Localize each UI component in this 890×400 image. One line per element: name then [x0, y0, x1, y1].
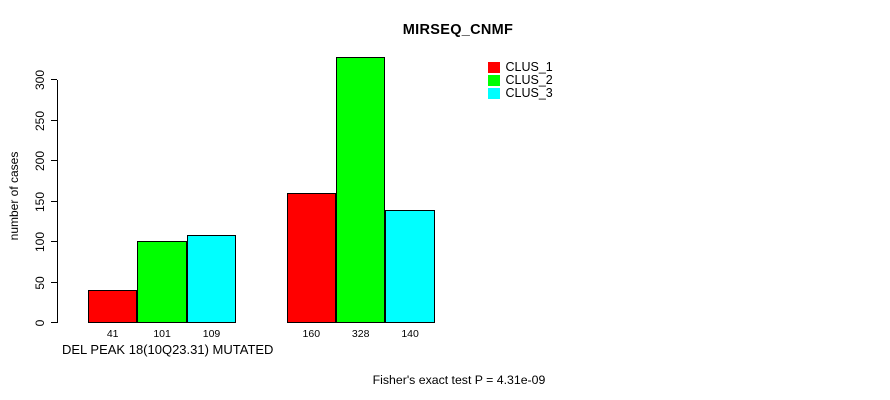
bar-clus_2-group1 — [137, 241, 187, 323]
legend-item-clus_2: CLUS_2 — [488, 74, 553, 87]
legend-label: CLUS_2 — [505, 73, 553, 87]
bar-clus_3-group1 — [186, 234, 237, 323]
y-axis-tick-label: 300 — [33, 69, 47, 91]
y-axis-tick-label: 100 — [33, 231, 47, 253]
bar-clus_2-group2 — [336, 57, 386, 323]
legend-label: CLUS_3 — [505, 86, 553, 100]
legend-color-swatch — [488, 74, 500, 87]
fisher-test-annotation: Fisher's exact test P = 4.31e-09 — [372, 373, 546, 387]
bar-value-label: 41 — [106, 328, 119, 340]
legend-label: CLUS_1 — [505, 60, 553, 74]
bar-value-label: 328 — [351, 328, 370, 340]
bar-value-label: 109 — [202, 328, 221, 340]
legend-item-clus_3: CLUS_3 — [488, 87, 553, 100]
x-axis-label: DEL PEAK 18(10Q23.31) MUTATED — [62, 342, 274, 357]
legend-color-swatch — [488, 61, 500, 74]
bar-clus_1-group1 — [88, 289, 138, 323]
bar-value-label: 101 — [153, 328, 171, 340]
bar-value-label: 140 — [401, 328, 419, 340]
bar-clus_3-group2 — [385, 209, 435, 323]
y-axis-tick — [51, 119, 57, 121]
y-axis-tick-label: 200 — [33, 150, 47, 172]
y-axis-tick — [51, 79, 57, 81]
y-axis-tick-label: 250 — [33, 110, 47, 131]
legend-color-swatch — [488, 87, 500, 100]
y-axis-tick — [51, 281, 57, 283]
y-axis-tick-label: 0 — [33, 319, 47, 327]
y-axis-tick — [51, 241, 57, 243]
y-axis-label: number of cases — [7, 151, 21, 241]
y-axis-tick — [51, 322, 57, 324]
y-axis-tick-label: 50 — [33, 275, 47, 290]
legend: CLUS_1 CLUS_2 CLUS_3 — [488, 61, 553, 100]
y-axis-line — [57, 80, 58, 323]
chart-title: MIRSEQ_CNMF — [402, 22, 514, 38]
y-axis-tick — [51, 160, 57, 162]
y-axis-tick-label: 150 — [33, 191, 47, 212]
bar-clus_1-group2 — [286, 193, 336, 323]
y-axis-tick — [51, 200, 57, 202]
bar-value-label: 160 — [302, 328, 321, 340]
legend-item-clus_1: CLUS_1 — [488, 61, 553, 74]
